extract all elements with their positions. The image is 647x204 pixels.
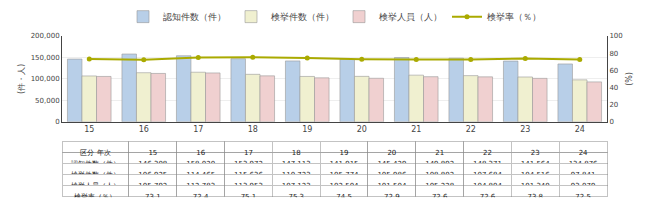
svg-text:60: 60 <box>609 67 618 75</box>
svg-text:72.4: 72.4 <box>193 193 209 198</box>
svg-text:74.5: 74.5 <box>336 193 352 198</box>
svg-text:19: 19 <box>302 125 312 134</box>
svg-text:100: 100 <box>609 32 622 40</box>
svg-text:72.6: 72.6 <box>432 193 448 198</box>
svg-text:75.3: 75.3 <box>288 193 304 198</box>
svg-text:0: 0 <box>609 118 613 126</box>
svg-text:19: 19 <box>340 149 349 157</box>
svg-text:検挙件数（件）: 検挙件数（件） <box>271 12 334 22</box>
svg-text:認知件数（件）: 認知件数（件） <box>163 12 226 22</box>
svg-text:40: 40 <box>609 84 618 92</box>
svg-text:73.1: 73.1 <box>145 193 161 198</box>
svg-text:21: 21 <box>435 149 444 157</box>
svg-text:72.5: 72.5 <box>575 193 591 198</box>
svg-text:75.1: 75.1 <box>241 193 257 198</box>
svg-text:80: 80 <box>609 50 618 58</box>
svg-text:検挙率（％）: 検挙率（％） <box>487 12 541 22</box>
svg-text:15: 15 <box>148 149 157 157</box>
svg-text:16: 16 <box>139 125 149 134</box>
svg-text:17: 17 <box>193 125 203 134</box>
svg-text:72.9: 72.9 <box>384 193 400 198</box>
svg-text:200,000: 200,000 <box>31 32 60 40</box>
svg-text:22: 22 <box>466 125 476 134</box>
svg-text:20: 20 <box>609 101 618 109</box>
svg-text:17: 17 <box>244 149 253 157</box>
svg-text:(%): (%) <box>625 72 634 86</box>
svg-text:20: 20 <box>387 149 396 157</box>
svg-text:150,000: 150,000 <box>31 54 60 62</box>
svg-text:100,000: 100,000 <box>31 75 60 83</box>
svg-text:72.6: 72.6 <box>480 193 496 198</box>
svg-text:24: 24 <box>579 149 588 157</box>
svg-text:24: 24 <box>575 125 585 134</box>
svg-text:73.8: 73.8 <box>527 193 543 198</box>
svg-text:50,000: 50,000 <box>35 97 60 105</box>
svg-text:16: 16 <box>196 149 205 157</box>
svg-text:検挙率（％）: 検挙率（％） <box>74 193 116 198</box>
svg-text:23: 23 <box>531 149 540 157</box>
svg-text:20: 20 <box>357 125 367 134</box>
svg-text:検挙人員（人）: 検挙人員（人） <box>379 12 442 22</box>
svg-text:18: 18 <box>292 149 301 157</box>
svg-text:区分 年次: 区分 年次 <box>80 149 110 157</box>
svg-text:21: 21 <box>411 125 421 134</box>
svg-text:22: 22 <box>483 149 492 157</box>
svg-text:23: 23 <box>520 125 530 134</box>
svg-text:18: 18 <box>248 125 258 134</box>
svg-text:0: 0 <box>55 118 59 126</box>
svg-text:(件・人): (件・人) <box>17 64 26 94</box>
svg-text:15: 15 <box>84 125 94 134</box>
